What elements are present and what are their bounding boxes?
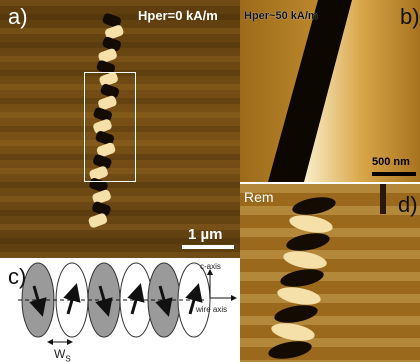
panel-d-label: d) [398, 192, 418, 217]
panel-d-image-graphic [240, 184, 420, 362]
panel-a-image-graphic [0, 0, 240, 258]
panel-a-scale-label: 1 µm [188, 226, 223, 243]
panel-b-scale-bar [372, 172, 416, 176]
panel-a-label: a) [8, 4, 28, 29]
panel-a-scale-bar [182, 245, 234, 249]
panel-a-mfm-image: a) Hper=0 kA/m 1 µm [0, 0, 240, 258]
panel-b-scale-label: 500 nm [372, 156, 410, 168]
panel-b-field-label: Hper~50 kA/m [244, 10, 318, 22]
zoom-region-box [84, 72, 136, 182]
panel-c-label: c) [8, 264, 27, 289]
panel-c-diagram [18, 262, 237, 345]
panel-b-label: b) [400, 4, 420, 29]
panel-c-schematic: c) c-axis wire axis WS [0, 258, 240, 362]
c-axis-label: c-axis [200, 262, 221, 271]
panel-d-mfm-image: Rem d) [240, 184, 420, 362]
wire-axis-label: wire axis [196, 305, 228, 314]
panel-a-field-label: Hper=0 kA/m [138, 8, 218, 23]
panel-b-mfm-image: Hper~50 kA/m b) 500 nm [240, 0, 420, 182]
panel-b-image-graphic [240, 0, 420, 182]
width-label: WS [54, 347, 71, 362]
panel-d-field-label: Rem [244, 189, 274, 205]
